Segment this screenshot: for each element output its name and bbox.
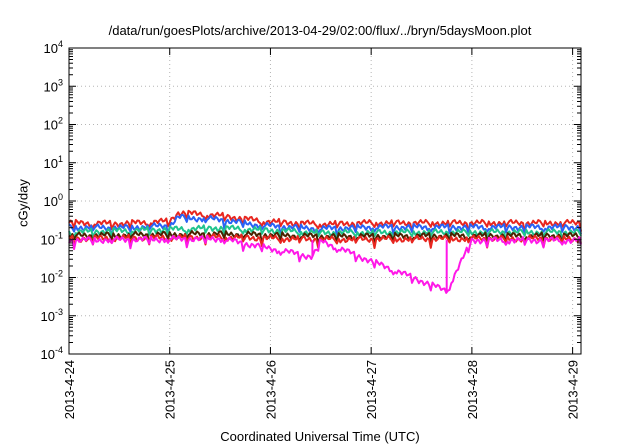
y-tick-label: 10-1 [41, 230, 63, 247]
x-tick-label: 2013-4-25 [163, 360, 178, 419]
chart-title: /data/run/goesPlots/archive/2013-04-29/0… [108, 23, 532, 38]
x-axis-ticks: 2013-4-24 2013-4-25 2013-4-26 2013-4-27 2013… [62, 48, 581, 419]
series-line [68, 209, 582, 233]
x-tick-label: 2013-4-27 [364, 360, 379, 419]
series-line [68, 224, 582, 243]
y-tick-label: 10-2 [41, 269, 63, 286]
x-tick-label: 2013-4-26 [263, 360, 278, 419]
y-tick-label: 101 [44, 154, 63, 171]
y-tick-label: 102 [44, 116, 63, 133]
series-line [68, 233, 582, 249]
x-tick-label: 2013-4-24 [62, 360, 77, 419]
y-tick-label: 103 [44, 77, 63, 94]
x-tick-label: 2013-4-28 [465, 360, 480, 419]
x-tick-label: 2013-4-29 [566, 360, 581, 419]
y-tick-label: 10-4 [41, 345, 63, 362]
series-line [68, 213, 582, 238]
gridlines [69, 48, 581, 354]
y-tick-label: 10-3 [41, 307, 63, 324]
y-tick-label: 104 [44, 39, 63, 56]
series-line [68, 234, 582, 294]
y-tick-label: 100 [44, 192, 63, 209]
y-axis-ticks: 10-4 10-3 10-2 10-1 100 101 102 103 104 [41, 39, 581, 362]
x-axis-label: Coordinated Universal Time (UTC) [220, 429, 420, 444]
series-lines [68, 209, 582, 294]
